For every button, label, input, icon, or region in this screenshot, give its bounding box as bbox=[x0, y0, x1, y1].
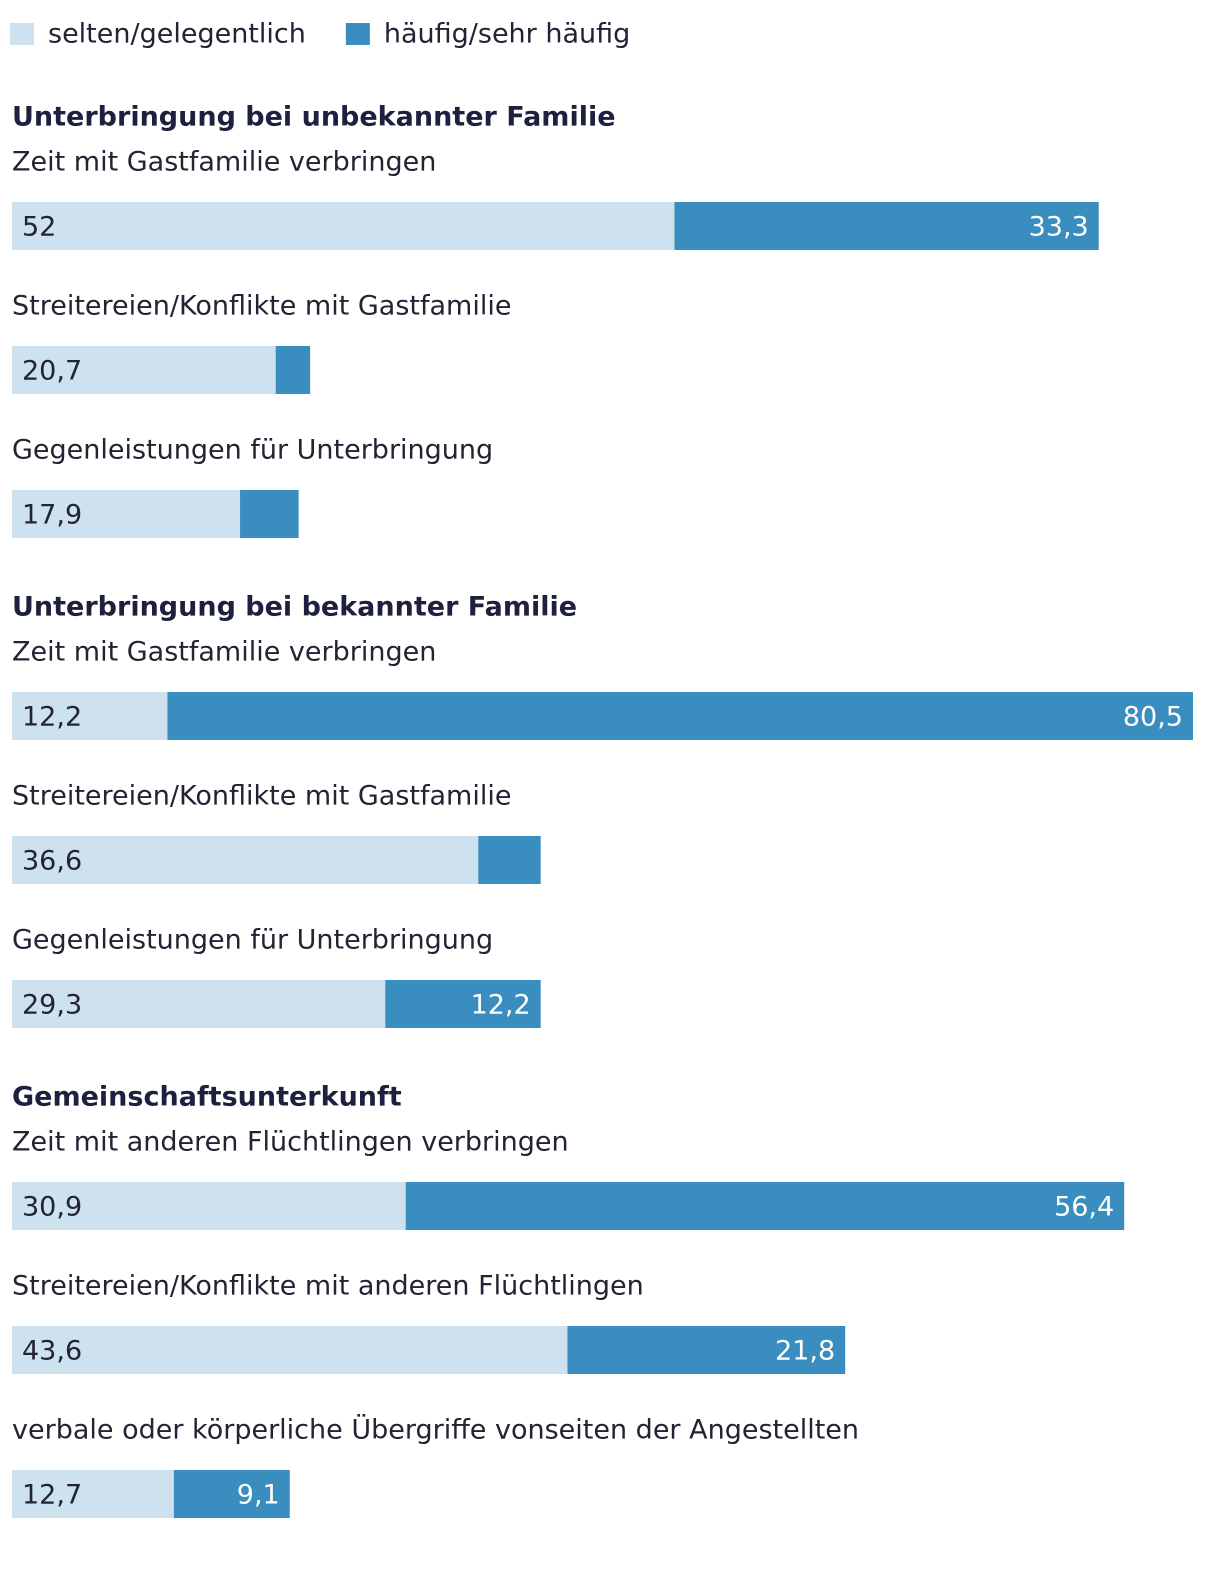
value-label: 9,1 bbox=[237, 1480, 280, 1511]
bar-segment bbox=[167, 692, 1193, 740]
bar-segment bbox=[275, 346, 311, 394]
value-label: 29,3 bbox=[22, 990, 82, 1021]
value-label: 12,7 bbox=[22, 1480, 82, 1511]
bar-segment bbox=[12, 346, 276, 394]
bar-segment bbox=[12, 1326, 568, 1374]
group-title: Gemeinschaftsunterkunft bbox=[12, 1082, 402, 1113]
value-label: 36,6 bbox=[22, 846, 82, 877]
row-label: Gegenleistungen für Unterbringung bbox=[12, 925, 493, 956]
bar-segment bbox=[12, 490, 241, 538]
row-label: Streitereien/Konflikte mit anderen Flüch… bbox=[12, 1271, 644, 1302]
value-label: 52 bbox=[22, 212, 56, 243]
legend-swatch bbox=[345, 23, 370, 45]
group-title: Unterbringung bei bekannter Familie bbox=[12, 592, 577, 623]
value-label: 17,9 bbox=[22, 500, 82, 531]
row-label: Gegenleistungen für Unterbringung bbox=[12, 435, 493, 466]
row-label: verbale oder körperliche Übergriffe vons… bbox=[12, 1414, 859, 1446]
bar-segment bbox=[12, 1182, 406, 1230]
value-label: 33,3 bbox=[1029, 212, 1089, 243]
group-title: Unterbringung bei unbekannter Familie bbox=[12, 102, 616, 133]
value-label: 43,6 bbox=[22, 1336, 82, 1367]
row-label: Streitereien/Konflikte mit Gastfamilie bbox=[12, 781, 511, 812]
legend-label: selten/gelegentlich bbox=[48, 19, 306, 50]
bar-segment bbox=[12, 1470, 174, 1518]
value-label: 30,9 bbox=[22, 1192, 82, 1223]
bar-segment bbox=[12, 836, 479, 884]
bar-segment bbox=[385, 980, 541, 1028]
value-label: 12,2 bbox=[471, 990, 531, 1021]
bar-segment bbox=[240, 490, 299, 538]
bar-segment bbox=[12, 692, 168, 740]
value-label: 12,2 bbox=[22, 702, 82, 733]
bar-segment bbox=[567, 1326, 846, 1374]
bar-segment bbox=[674, 202, 1099, 250]
bar-segment bbox=[173, 1470, 290, 1518]
value-label: 80,5 bbox=[1123, 702, 1183, 733]
row-label: Streitereien/Konflikte mit Gastfamilie bbox=[12, 291, 511, 322]
bar-segment bbox=[478, 836, 541, 884]
bar-segment bbox=[12, 980, 386, 1028]
value-label: 21,8 bbox=[775, 1336, 835, 1367]
bar-segment bbox=[405, 1182, 1125, 1230]
value-label: 56,4 bbox=[1054, 1192, 1114, 1223]
legend-label: häufig/sehr häufig bbox=[384, 19, 630, 50]
row-label: Zeit mit Gastfamilie verbringen bbox=[12, 147, 436, 178]
row-label: Zeit mit Gastfamilie verbringen bbox=[12, 637, 436, 668]
legend-swatch bbox=[10, 23, 34, 45]
value-label: 20,7 bbox=[22, 356, 82, 387]
row-label: Zeit mit anderen Flüchtlingen verbringen bbox=[12, 1127, 569, 1158]
bar-segment bbox=[12, 202, 675, 250]
